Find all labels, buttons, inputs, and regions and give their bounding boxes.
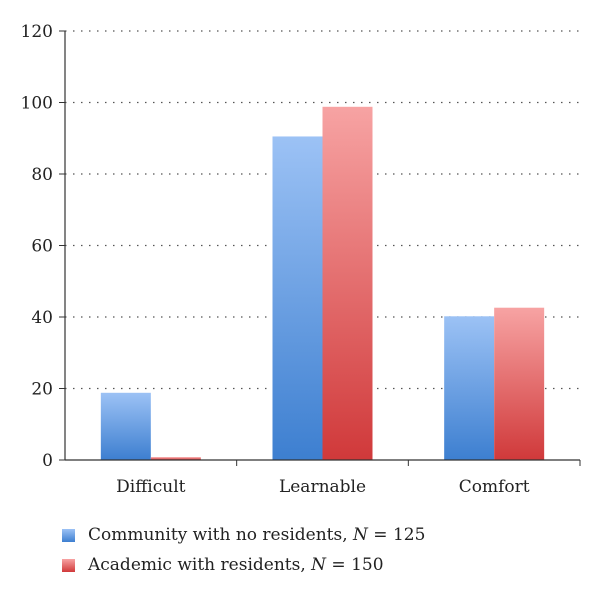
y-tick-labels: 0 20 40 60 80 100 120 xyxy=(21,22,65,471)
bar-comfort-series-2 xyxy=(494,307,545,460)
legend-item-series-2: Academic with residents, N = 150 xyxy=(62,550,425,580)
legend-label-academic: Academic with residents, N = 150 xyxy=(88,555,384,575)
bar-difficult-series-2 xyxy=(150,457,201,460)
bar-comfort-series-1 xyxy=(444,316,495,460)
y-tick-label: 100 xyxy=(21,94,53,114)
bars xyxy=(100,106,545,460)
x-category-label: Comfort xyxy=(459,477,530,497)
bar-learnable-series-1 xyxy=(272,136,323,460)
x-category-label: Learnable xyxy=(279,477,366,497)
legend-item-series-1: Community with no residents, N = 125 xyxy=(62,520,425,550)
bar-difficult-series-1 xyxy=(100,392,151,460)
legend: Community with no residents, N = 125 Aca… xyxy=(62,520,425,580)
y-tick-label: 80 xyxy=(31,165,53,185)
y-tick-label: 20 xyxy=(31,380,53,400)
x-category-labels: Difficult Learnable Comfort xyxy=(116,477,530,497)
y-tick-label: 120 xyxy=(21,22,53,42)
legend-swatch-academic xyxy=(62,558,75,572)
legend-label-community: Community with no residents, N = 125 xyxy=(88,525,426,545)
y-tick-label: 40 xyxy=(31,308,53,328)
y-tick-label: 60 xyxy=(31,237,53,257)
x-category-label: Difficult xyxy=(116,477,185,497)
legend-swatch-community xyxy=(62,528,75,542)
bar-learnable-series-2 xyxy=(322,106,373,460)
y-tick-label: 0 xyxy=(42,451,53,471)
